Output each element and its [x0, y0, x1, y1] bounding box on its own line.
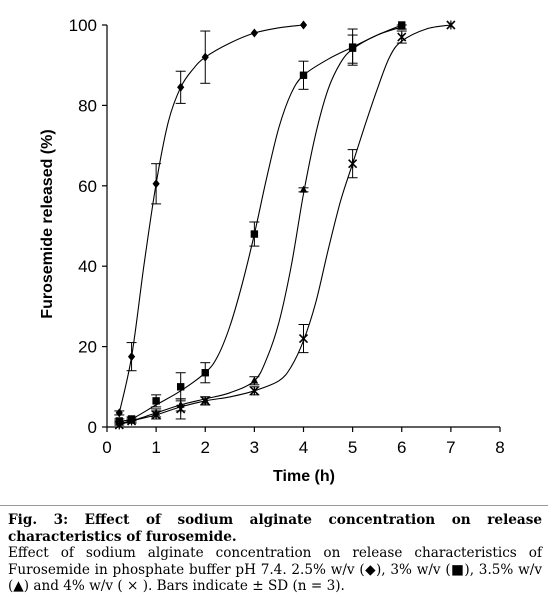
cross-point [126, 416, 137, 426]
diamond-point [201, 52, 209, 62]
triangle-point [348, 44, 357, 52]
y-tick-label: 60 [78, 177, 97, 196]
cross-point [397, 32, 407, 42]
error-bars [114, 24, 407, 428]
x-tick-label: 5 [348, 438, 357, 457]
fitted-curves [118, 24, 451, 426]
square-point [152, 397, 160, 405]
diamond-point [115, 408, 123, 418]
caption-title: Fig. 3: Effect of sodium alginate concen… [8, 512, 542, 545]
x-tick-label: 8 [495, 438, 504, 457]
cross-point [200, 396, 210, 406]
y-tick-label: 0 [88, 418, 97, 437]
diamond-point [299, 20, 308, 30]
y-tick-label: 100 [69, 16, 97, 35]
y-axis-label: Furosemide released (%) [39, 129, 56, 318]
data-markers [114, 20, 456, 430]
caption-divider [0, 505, 548, 506]
square-point [176, 383, 185, 391]
cross-point [446, 20, 456, 30]
diamond-point [152, 179, 160, 189]
diamond-point [127, 352, 136, 362]
x-tick-label: 4 [299, 438, 308, 457]
cross-point [114, 420, 124, 430]
figure-caption: Fig. 3: Effect of sodium alginate concen… [8, 512, 542, 595]
triangle-point [397, 22, 406, 30]
square-point [299, 71, 308, 79]
y-tick-label: 80 [78, 96, 97, 115]
square-point [201, 369, 209, 377]
diamond-point [250, 28, 258, 38]
triangle-point [250, 376, 259, 384]
x-tick-label: 0 [102, 438, 111, 457]
chart-axes: 0 20 40 60 80 100 0 1 2 3 4 5 6 7 8 [69, 16, 505, 457]
cross-point [151, 410, 161, 420]
fit-curve-4 [119, 24, 451, 426]
x-tick-label: 6 [397, 438, 406, 457]
diamond-point [177, 82, 185, 92]
fit-curve-1 [118, 24, 304, 414]
y-tick-label: 20 [78, 338, 97, 357]
fit-curve-3 [119, 26, 402, 424]
x-tick-label: 3 [250, 438, 259, 457]
cross-point [176, 404, 186, 414]
release-chart: 0 20 40 60 80 100 0 1 2 3 4 5 6 7 8 Time (h) Furosemid… [39, 16, 505, 485]
cross-point [249, 386, 259, 396]
fit-curve-2 [119, 24, 403, 422]
x-tick-label: 7 [446, 438, 455, 457]
x-axis-label: Time (h) [273, 468, 335, 485]
caption-body: Effect of sodium alginate concentration … [8, 545, 542, 594]
cross-point [348, 159, 358, 169]
square-point [250, 230, 259, 238]
cross-point [298, 333, 309, 344]
triangle-point [299, 185, 308, 193]
x-tick-label: 1 [151, 438, 160, 457]
y-tick-label: 40 [78, 257, 97, 276]
x-tick-label: 2 [201, 438, 210, 457]
